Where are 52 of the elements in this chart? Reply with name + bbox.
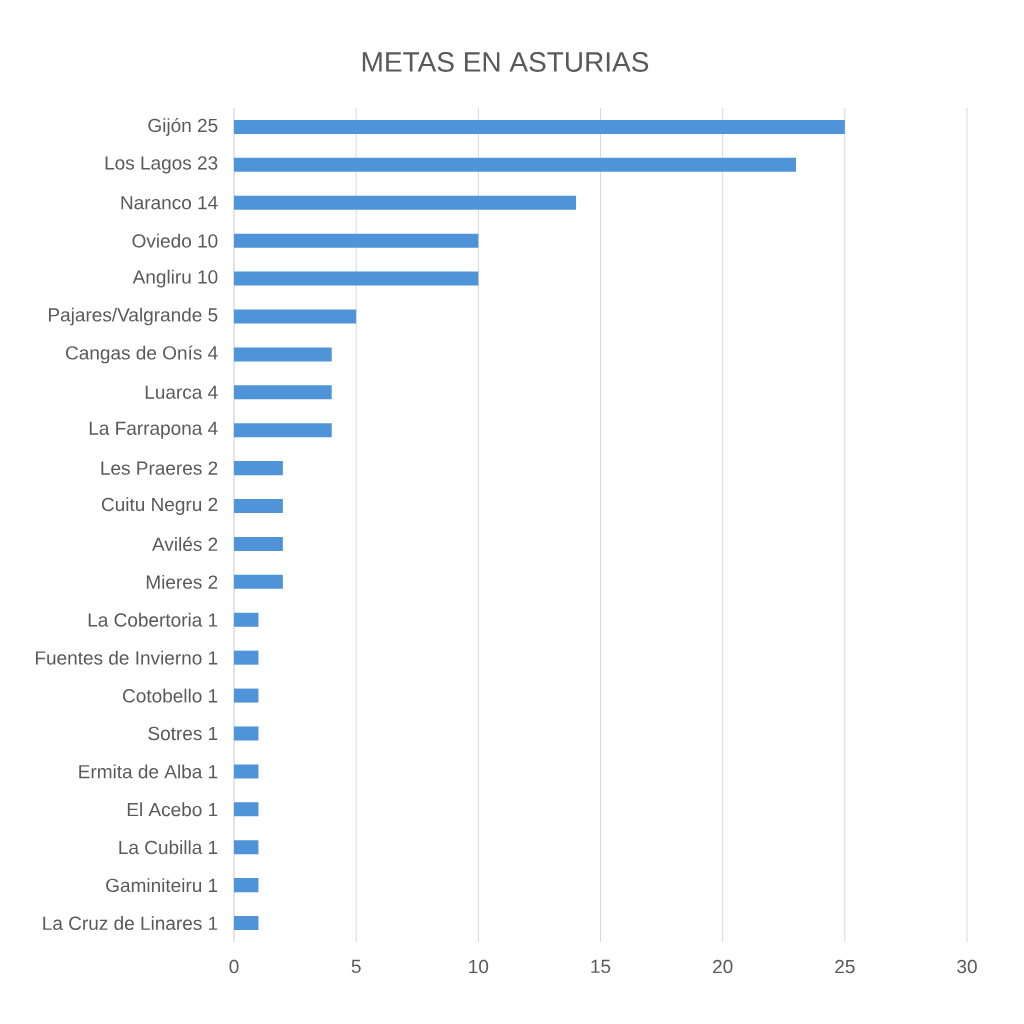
y-tick-label: Los Lagos 23 [105, 156, 218, 174]
chart-title: METAS EN ASTURIAS [362, 52, 649, 72]
bar [234, 726, 259, 741]
y-tick-label: Naranco 14 [121, 196, 218, 210]
bar [234, 688, 259, 703]
x-tick-label: 25 [835, 959, 855, 974]
y-tick-label: Avilés 2 [152, 536, 218, 552]
bar [234, 195, 577, 210]
y-tick-label: Gaminiteiru 1 [106, 878, 218, 893]
y-tick-label: Mieres 2 [146, 574, 218, 589]
x-tick-label: 20 [713, 959, 733, 974]
x-tick-label: 0 [229, 959, 239, 974]
bar [234, 878, 259, 893]
bar [234, 764, 259, 779]
bar [234, 157, 796, 172]
y-tick-label: La Cruz de Linares 1 [43, 916, 218, 931]
bar [234, 347, 332, 362]
bar [234, 499, 283, 514]
bar [234, 916, 259, 931]
y-tick-label: Sotres 1 [148, 726, 218, 741]
x-tick-label: 15 [591, 959, 611, 974]
y-tick-label: Gijón 25 [148, 117, 218, 136]
y-tick-label: Luarca 4 [145, 385, 218, 399]
x-tick-label: 30 [957, 959, 977, 974]
bar [234, 233, 479, 248]
y-tick-label: La Cubilla 1 [119, 840, 218, 855]
bar [234, 309, 357, 324]
y-tick-label: Pajares/Valgrande 5 [48, 307, 218, 326]
bar [234, 461, 283, 476]
y-tick-label: Fuentes de Invierno 1 [35, 650, 218, 665]
bar [234, 423, 332, 438]
y-tick-label: La Cobertoria 1 [88, 612, 218, 627]
bar [234, 536, 283, 551]
y-tick-label: Cangas de Onís 4 [66, 345, 218, 364]
bar [234, 271, 479, 286]
y-tick-label: La Farrapona 4 [89, 421, 218, 439]
y-tick-label: Cotobello 1 [123, 688, 218, 703]
y-tick-label: Angliru 10 [132, 269, 218, 288]
bar [234, 385, 332, 400]
bar [234, 119, 845, 134]
y-tick-label: Oviedo 10 [132, 233, 218, 248]
y-tick-label: Les Praeres 2 [101, 461, 218, 475]
y-tick-label: El Acebo 1 [127, 802, 218, 817]
bar [234, 840, 259, 855]
bar [234, 802, 259, 817]
bar [234, 574, 283, 589]
bar [234, 612, 259, 627]
y-tick-label: Cuitu Negru 2 [101, 497, 218, 515]
x-tick-label: 10 [469, 959, 489, 974]
bar [234, 650, 259, 665]
x-tick-label: 5 [351, 959, 361, 974]
y-tick-label: Ermita de Alba 1 [79, 764, 218, 779]
